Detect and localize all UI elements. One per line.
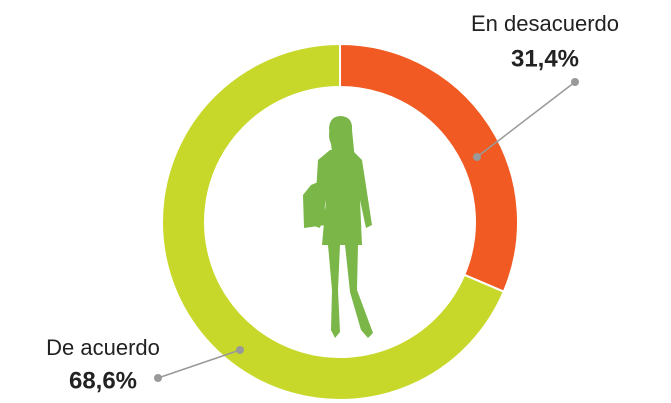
value-label: 31,4% [511, 45, 579, 72]
woman-silhouette [303, 116, 373, 338]
leader-line [476, 81, 576, 158]
leader-line [157, 349, 241, 379]
leader-dot [154, 374, 162, 382]
value-label: 68,6% [69, 367, 137, 394]
donut-slice [339, 42, 519, 293]
category-label: En desacuerdo [471, 11, 619, 36]
leader-dot [473, 153, 481, 161]
leader-dot [571, 78, 579, 86]
category-label: De acuerdo [46, 335, 160, 360]
leader-dot [236, 346, 244, 354]
donut-slice [161, 42, 506, 401]
